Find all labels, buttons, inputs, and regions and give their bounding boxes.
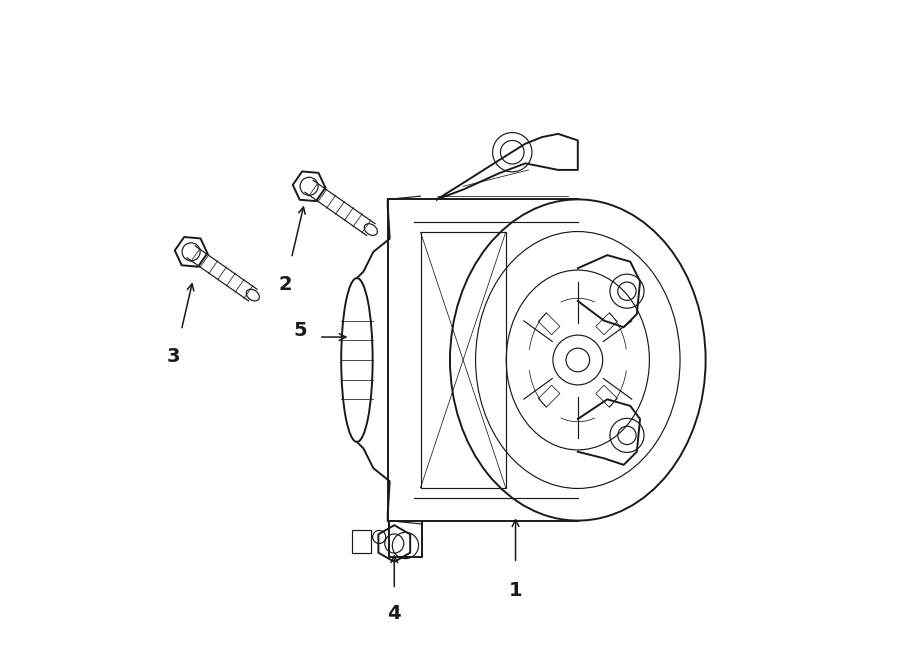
Bar xyxy=(352,530,372,553)
Bar xyxy=(538,385,560,407)
Bar xyxy=(420,232,506,488)
Text: 5: 5 xyxy=(293,321,308,340)
Bar xyxy=(538,313,560,334)
Text: 3: 3 xyxy=(166,347,180,366)
Text: 4: 4 xyxy=(388,604,401,623)
Bar xyxy=(596,385,617,407)
Text: 2: 2 xyxy=(278,275,292,293)
Bar xyxy=(596,313,617,334)
Text: 1: 1 xyxy=(508,581,522,600)
